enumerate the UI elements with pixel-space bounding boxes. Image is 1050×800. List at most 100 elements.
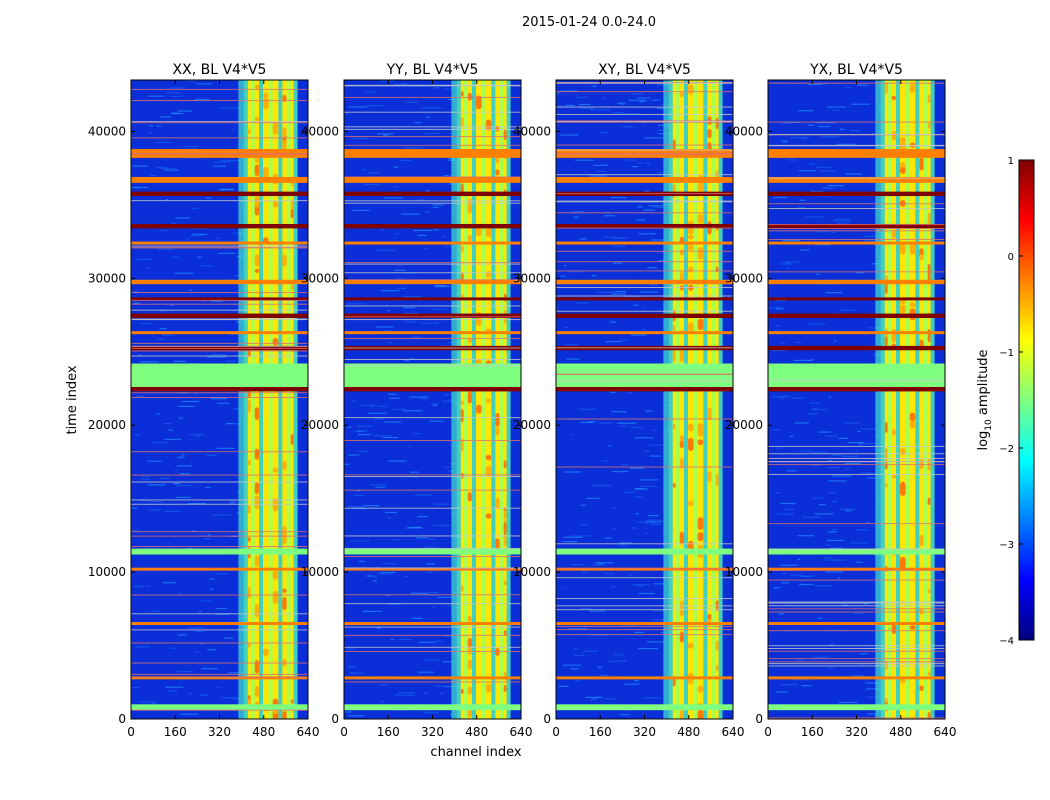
rfi-blob: [707, 407, 712, 421]
noise-speckle: [426, 563, 436, 565]
noise-speckle: [162, 423, 171, 425]
noise-speckle: [779, 684, 798, 686]
flagged-row: [344, 603, 521, 605]
noise-speckle: [823, 557, 833, 559]
noise-speckle: [402, 287, 406, 289]
noise-speckle: [177, 405, 195, 408]
flagged-row: [131, 152, 308, 154]
flagged-row: [768, 569, 945, 571]
flagged-time-band: [344, 331, 521, 335]
noise-speckle: [397, 277, 404, 279]
flagged-time-band: [131, 241, 308, 245]
flagged-time-band: [768, 279, 945, 285]
noise-speckle: [158, 229, 168, 232]
noise-speckle: [865, 682, 880, 684]
noise-speckle: [167, 690, 178, 692]
noise-speckle: [610, 197, 627, 199]
flagged-row: [131, 319, 308, 321]
rfi-blob: [919, 608, 924, 615]
noise-speckle: [773, 587, 781, 589]
rfi-blob: [679, 609, 684, 617]
rfi-channel-column: [499, 80, 504, 719]
noise-speckle: [778, 397, 785, 399]
flagged-row: [131, 137, 308, 139]
noise-speckle: [791, 397, 805, 399]
noise-speckle: [156, 338, 166, 340]
noise-speckle: [793, 359, 812, 362]
flagged-row: [131, 309, 308, 311]
rfi-blob: [495, 497, 500, 510]
flagged-row: [344, 305, 521, 307]
noise-speckle: [650, 619, 666, 621]
noise-speckle: [796, 659, 804, 661]
noise-speckle: [358, 450, 368, 452]
noise-speckle: [770, 349, 786, 351]
flagged-row: [768, 379, 945, 381]
noise-speckle: [608, 445, 611, 447]
rfi-blob: [485, 513, 492, 519]
noise-speckle: [199, 610, 202, 613]
colorbar-tick-label: −4: [999, 636, 1014, 647]
rfi-blob: [679, 248, 684, 256]
noise-speckle: [556, 92, 560, 94]
noise-speckle: [798, 450, 812, 452]
rfi-blob: [282, 138, 287, 150]
noise-speckle: [772, 428, 780, 431]
rfi-blob: [679, 457, 684, 469]
noise-speckle: [149, 125, 154, 127]
rfi-blob: [254, 84, 259, 89]
flagged-row: [344, 547, 521, 549]
noise-speckle: [853, 612, 863, 614]
noise-speckle: [616, 422, 637, 424]
noise-speckle: [871, 234, 874, 236]
noise-speckle: [230, 500, 237, 502]
rfi-channel-column: [268, 80, 273, 719]
noise-speckle: [639, 201, 658, 203]
noise-speckle: [826, 629, 846, 631]
noise-speckle: [148, 509, 162, 511]
rfi-blob: [679, 272, 684, 281]
noise-speckle: [383, 562, 397, 565]
flagged-row: [768, 611, 945, 613]
noise-speckle: [191, 530, 196, 532]
noise-speckle: [187, 503, 206, 505]
noise-speckle: [393, 83, 406, 85]
noise-speckle: [392, 408, 407, 411]
noise-speckle: [425, 546, 439, 548]
noise-speckle: [854, 449, 858, 452]
panels: XX, BL V4*V5 0 160 320 480 640 0 10000 20000 3000…: [88, 62, 957, 739]
noise-speckle: [631, 527, 637, 529]
flagged-time-band: [131, 567, 308, 571]
noise-speckle: [843, 437, 848, 439]
noise-speckle: [567, 628, 587, 630]
x-tick-label: 480: [252, 725, 275, 739]
rfi-blob: [899, 481, 906, 496]
noise-speckle: [432, 606, 435, 608]
flagged-row: [344, 144, 521, 146]
rfi-blob: [460, 91, 464, 97]
rfi-blob: [290, 284, 294, 291]
rfi-channel-column: [286, 80, 291, 719]
rfi-blob: [909, 241, 916, 255]
rfi-blob: [485, 119, 492, 131]
noise-speckle: [565, 344, 579, 346]
rfi-channel-column: [930, 80, 935, 719]
noise-speckle: [162, 582, 177, 584]
noise-speckle: [624, 683, 640, 685]
noise-speckle: [612, 528, 618, 530]
noise-speckle: [427, 591, 439, 594]
noise-speckle: [809, 451, 828, 453]
noise-speckle: [826, 106, 846, 108]
noise-speckle: [425, 190, 430, 192]
noise-speckle: [821, 195, 830, 197]
noise-speckle: [585, 696, 603, 699]
noise-speckle: [414, 494, 432, 496]
flagged-row: [768, 203, 945, 205]
noise-speckle: [571, 211, 585, 213]
noise-speckle: [583, 650, 599, 652]
noise-speckle: [606, 660, 625, 662]
noise-speckle: [850, 674, 865, 677]
flagged-time-band: [768, 176, 945, 183]
noise-speckle: [831, 454, 843, 456]
flagged-row: [344, 347, 521, 349]
